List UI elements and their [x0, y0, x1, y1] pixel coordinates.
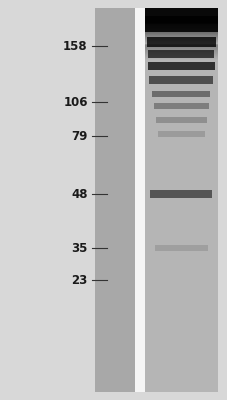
Bar	[148, 50, 213, 58]
Text: 158: 158	[63, 40, 87, 52]
Text: 48: 48	[71, 188, 87, 200]
Bar	[148, 76, 212, 84]
Bar	[154, 245, 207, 251]
Text: 106: 106	[63, 96, 87, 108]
Bar	[150, 190, 211, 198]
Bar	[151, 91, 210, 97]
Bar	[153, 103, 208, 109]
Bar	[147, 62, 214, 70]
Bar	[94, 8, 134, 392]
Bar	[155, 117, 206, 123]
Bar	[134, 8, 144, 392]
Bar	[146, 37, 215, 47]
Text: 23: 23	[71, 274, 87, 286]
Bar	[144, 16, 217, 32]
Text: 35: 35	[71, 242, 87, 254]
Bar	[144, 8, 217, 392]
Text: 79: 79	[71, 130, 87, 142]
Bar	[157, 131, 204, 137]
